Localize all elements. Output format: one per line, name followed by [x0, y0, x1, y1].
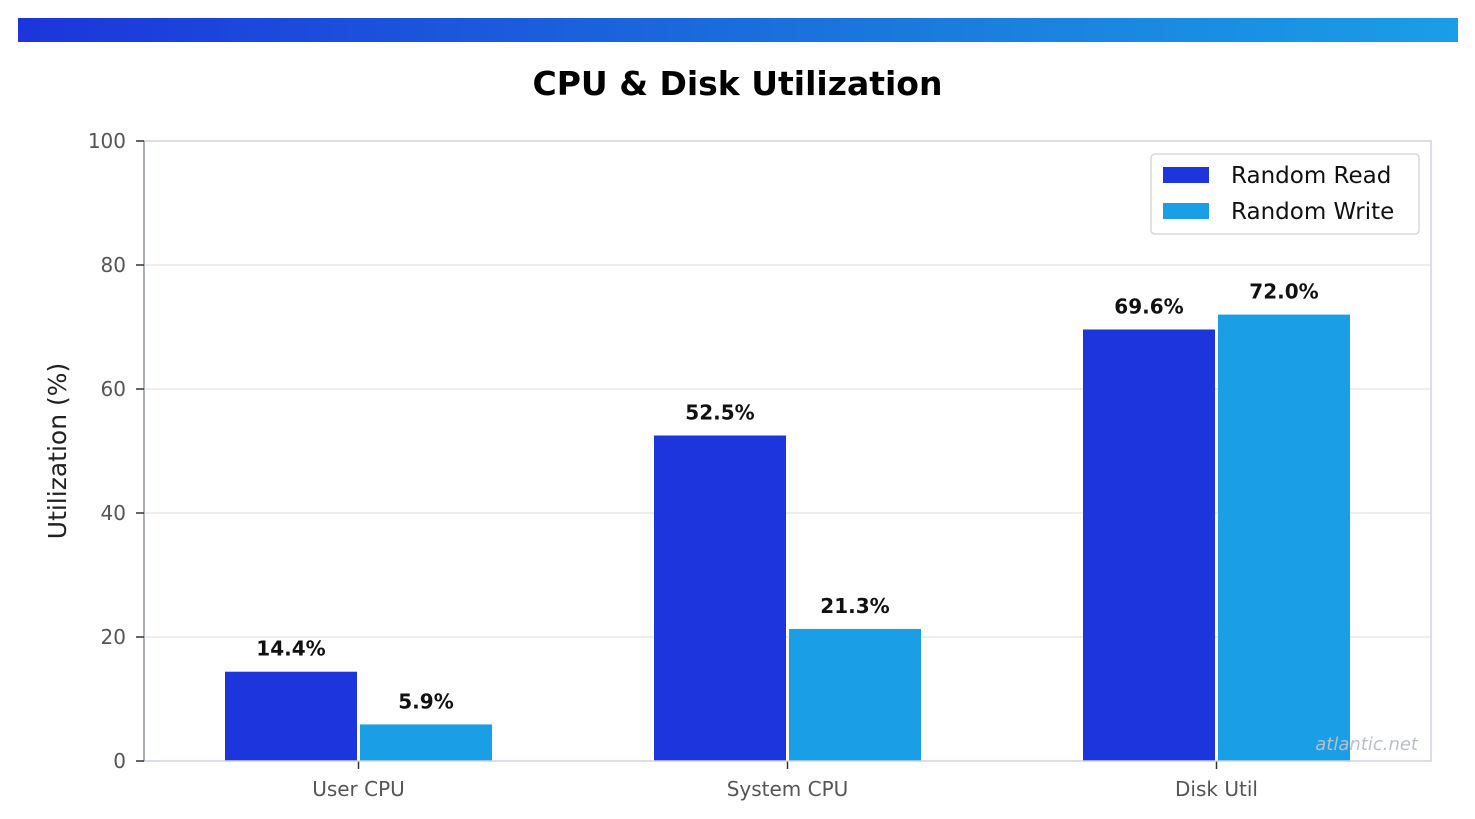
data-label: 52.5%	[685, 401, 754, 425]
header-accent-bar	[18, 18, 1458, 42]
bar-random-read-user-cpu	[225, 671, 357, 761]
bar-random-read-system-cpu	[654, 435, 786, 761]
y-tick-label: 40	[101, 501, 126, 525]
data-label: 72.0%	[1249, 280, 1318, 304]
y-tick-label: 20	[101, 625, 126, 649]
legend-swatch-random-write	[1163, 203, 1209, 219]
y-tick-label: 60	[101, 377, 126, 401]
legend-box	[1150, 153, 1420, 235]
chart-title: CPU & Disk Utilization	[532, 64, 943, 103]
bar-random-write-system-cpu	[789, 628, 921, 761]
bar-random-read-disk-util	[1083, 329, 1215, 761]
x-tick-label: System CPU	[727, 777, 849, 801]
data-label: 21.3%	[820, 594, 889, 618]
legend-label-random-write: Random Write	[1231, 199, 1394, 225]
y-tick-label: 100	[88, 129, 126, 153]
bar-random-write-disk-util	[1218, 314, 1350, 761]
legend-label-random-read: Random Read	[1231, 163, 1391, 189]
legend-swatch-random-read	[1163, 167, 1209, 183]
data-label: 5.9%	[398, 689, 453, 713]
y-tick-label: 0	[113, 749, 126, 773]
y-tick-label: 80	[101, 253, 126, 277]
y-axis-label: Utilization (%)	[43, 363, 72, 539]
x-tick-label: Disk Util	[1175, 777, 1258, 801]
data-label: 69.6%	[1114, 294, 1183, 318]
data-label: 14.4%	[256, 637, 325, 661]
watermark: atlantic.net	[1315, 734, 1419, 755]
bar-random-write-user-cpu	[360, 724, 492, 761]
x-tick-label: User CPU	[312, 777, 405, 801]
